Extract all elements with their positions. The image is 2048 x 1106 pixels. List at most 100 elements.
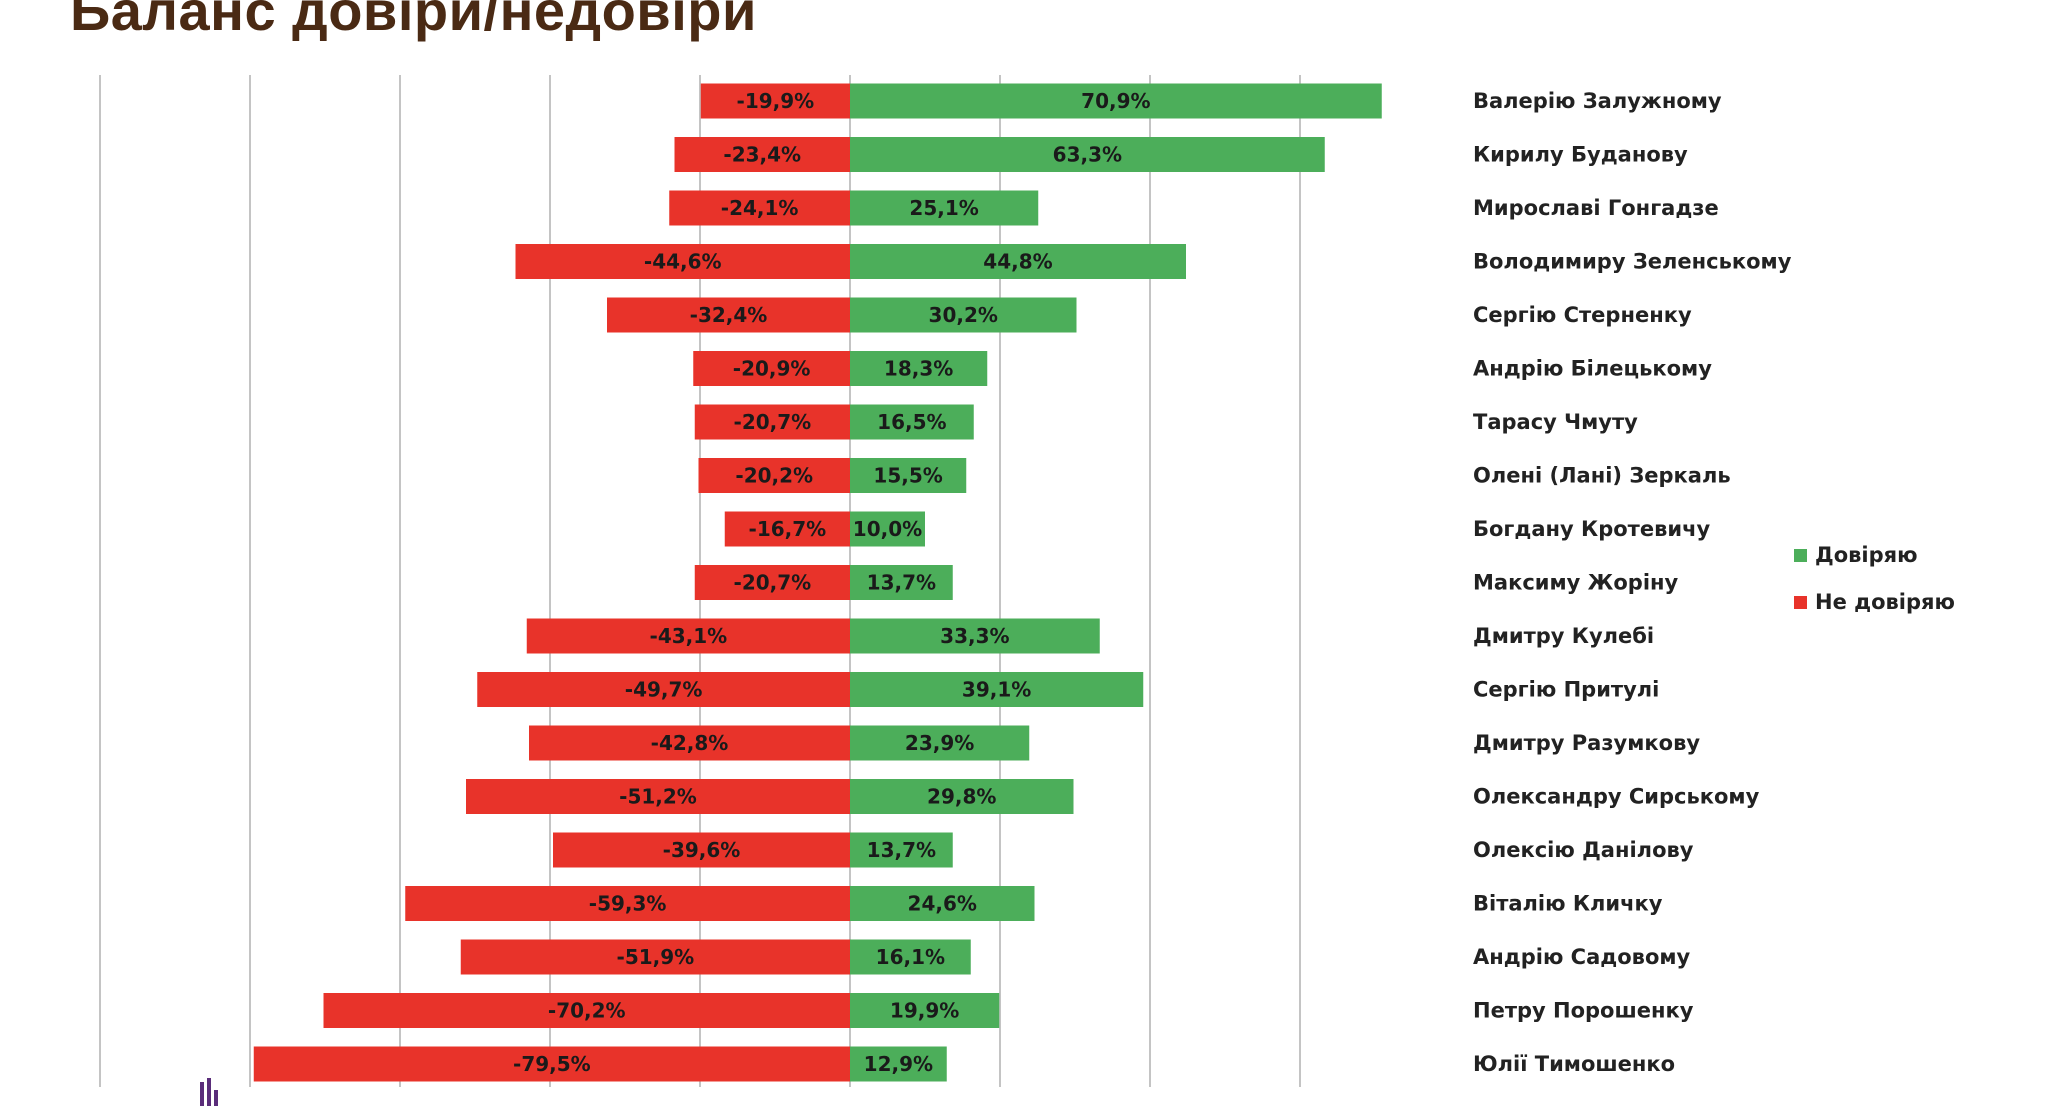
distrust-bar [669, 190, 850, 226]
distrust-bar [607, 297, 850, 333]
distrust-bar [515, 244, 850, 279]
category-label: Олені (Лані) Зеркаль [1473, 464, 1731, 488]
distrust-bar [526, 618, 850, 654]
category-label: Валерію Залужному [1473, 89, 1722, 113]
distrust-data-label: -16,7% [749, 517, 827, 541]
trust-data-label: 29,8% [927, 785, 996, 809]
trust-bar [850, 190, 1039, 226]
distrust-data-label: -79,5% [513, 1052, 591, 1076]
distrust-bar [405, 886, 850, 921]
trust-bar [850, 1046, 947, 1082]
trust-bar [850, 404, 974, 440]
trust-data-label: 30,2% [929, 303, 998, 327]
legend-swatch-trust [1794, 549, 1807, 562]
distrust-data-label: -43,1% [650, 624, 728, 648]
logo-icon [200, 1078, 218, 1106]
category-label: Петру Порошенку [1473, 999, 1694, 1023]
distrust-data-label: -44,6% [644, 250, 722, 274]
trust-data-label: 25,1% [909, 196, 978, 220]
trust-bar [850, 886, 1035, 921]
trust-bar [850, 244, 1186, 279]
trust-data-label: 44,8% [983, 250, 1052, 274]
trust-bar [850, 297, 1077, 333]
distrust-bar [553, 832, 850, 868]
trust-data-label: 70,9% [1081, 89, 1150, 113]
distrust-bar [253, 1046, 850, 1082]
distrust-bar [674, 137, 850, 172]
trust-data-label: 13,7% [867, 838, 936, 862]
category-label: Сергію Притулі [1473, 678, 1659, 702]
legend: Довіряю Не довіряю [1794, 543, 1955, 614]
distrust-bar [698, 458, 850, 493]
distrust-data-label: -19,9% [737, 89, 815, 113]
trust-bar [850, 83, 1382, 119]
trust-data-label: 15,5% [873, 464, 942, 488]
category-label: Кирилу Буданову [1473, 143, 1688, 167]
distrust-bar [460, 939, 850, 975]
trust-bar [850, 565, 953, 600]
category-label: Богдану Кротевичу [1473, 517, 1711, 541]
distrust-data-label: -20,9% [733, 357, 811, 381]
distrust-data-label: -70,2% [548, 999, 626, 1023]
trust-bar [850, 511, 925, 547]
distrust-data-label: -20,7% [734, 410, 812, 434]
distrust-data-label: -39,6% [663, 838, 741, 862]
category-label: Дмитру Разумкову [1473, 731, 1700, 755]
category-label: Тарасу Чмуту [1473, 410, 1638, 434]
distrust-data-label: -20,2% [735, 464, 813, 488]
category-label: Олексію Данілову [1473, 838, 1694, 862]
distrust-bar [694, 404, 850, 440]
trust-data-label: 12,9% [864, 1052, 933, 1076]
distrust-data-label: -23,4% [723, 143, 801, 167]
trust-data-label: 39,1% [962, 678, 1031, 702]
category-label: Віталію Кличку [1473, 892, 1663, 916]
distrust-data-label: -51,9% [617, 945, 695, 969]
distrust-bar [694, 565, 850, 600]
trust-data-label: 23,9% [905, 731, 974, 755]
trust-bar [850, 672, 1144, 707]
trust-bar [850, 618, 1100, 654]
distrust-bar [477, 672, 850, 707]
distrust-data-label: -49,7% [625, 678, 703, 702]
category-label: Дмитру Кулебі [1473, 624, 1654, 648]
trust-data-label: 63,3% [1053, 143, 1122, 167]
trust-data-label: 18,3% [884, 357, 953, 381]
trust-data-label: 24,6% [908, 892, 977, 916]
category-label: Мирославі Гонгадзе [1473, 196, 1719, 220]
trust-data-label: 19,9% [890, 999, 959, 1023]
chart-title: Баланс довіри/недовіри [70, 0, 757, 42]
trust-bar [850, 779, 1074, 814]
category-label: Андрію Садовому [1473, 945, 1691, 969]
category-label: Сергію Стерненку [1473, 303, 1692, 327]
category-labels: Валерію Залужному Кирилу Буданову Мирослав… [1473, 89, 1792, 1076]
trust-bar [850, 832, 953, 868]
bars: 70,9% -19,9% 63,3% -23,4% 25,1% -24,1% 44,8% -4… [253, 83, 1382, 1082]
category-label: Олександру Сирському [1473, 785, 1760, 809]
distrust-data-label: -42,8% [651, 731, 729, 755]
trust-bar [850, 993, 1000, 1028]
trust-bar [850, 458, 967, 493]
legend-swatch-distrust [1794, 596, 1807, 609]
distrust-data-label: -20,7% [734, 571, 812, 595]
category-label: Андрію Білецькому [1473, 357, 1712, 381]
trust-bar [850, 137, 1325, 172]
trust-bar [850, 939, 971, 975]
distrust-bar [529, 725, 850, 761]
distrust-bar [466, 779, 850, 814]
distrust-bar [700, 83, 850, 119]
trust-data-label: 10,0% [853, 517, 922, 541]
distrust-data-label: -51,2% [619, 785, 697, 809]
trust-bar [850, 351, 988, 386]
distrust-bar [323, 993, 850, 1028]
distrust-data-label: -24,1% [721, 196, 799, 220]
legend-label-trust: Довіряю [1815, 543, 1918, 567]
legend-label-distrust: Не довіряю [1815, 590, 1955, 614]
category-label: Максиму Жоріну [1473, 571, 1679, 595]
category-label: Володимиру Зеленському [1473, 250, 1792, 274]
category-label: Юлії Тимошенко [1473, 1052, 1675, 1076]
trust-bar [850, 725, 1030, 761]
trust-data-label: 16,5% [877, 410, 946, 434]
distrust-bar [693, 351, 850, 386]
trust-data-label: 13,7% [867, 571, 936, 595]
